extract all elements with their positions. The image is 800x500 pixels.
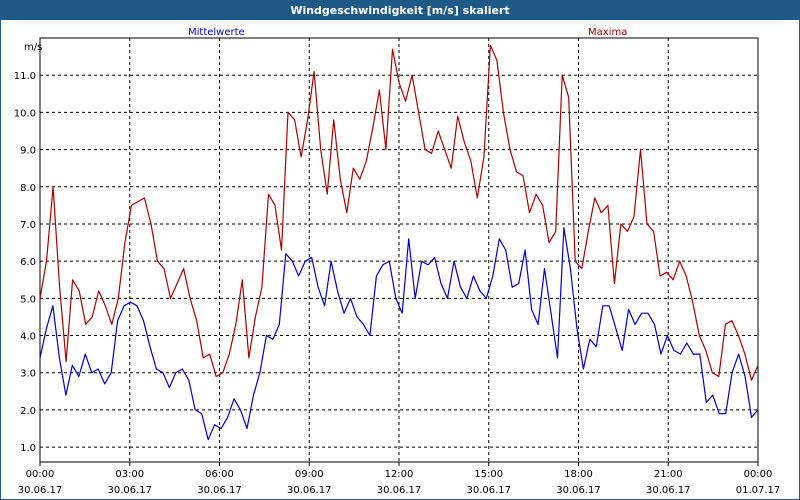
y-tick-label: 10.0 — [14, 108, 36, 119]
x-tick-time-label: 00:00 — [26, 469, 55, 480]
x-tick-time-label: 15:00 — [474, 469, 503, 480]
x-tick-date-label: 30.06.17 — [646, 485, 691, 496]
x-tick-time-label: 12:00 — [385, 469, 414, 480]
y-tick-label: 7.0 — [20, 220, 36, 231]
x-tick-date-label: 30.06.17 — [197, 485, 242, 496]
x-tick-time-label: 06:00 — [205, 469, 234, 480]
x-tick-date-label: 30.06.17 — [287, 485, 332, 496]
x-tick-time-label: 18:00 — [564, 469, 593, 480]
y-tick-label: 11.0 — [14, 71, 36, 82]
plot-frame — [39, 37, 759, 463]
legend-mittelwerte: Mittelwerte — [188, 27, 245, 38]
y-tick-label: 6.0 — [20, 257, 36, 268]
series-line-maxima — [39, 44, 759, 381]
x-tick-date-label: 01.07.17 — [736, 485, 781, 496]
chart-axes: 1.0 2.0 3.0 4.0 5.0 6.0 7.0 8.0 9.0 10.0 11.0 00:00… — [14, 37, 781, 496]
x-tick-time-label: 00:00 — [744, 469, 773, 480]
x-tick-date-label: 30.06.17 — [107, 485, 152, 496]
series-line-mittelwerte — [39, 227, 759, 441]
y-tick-label: 8.0 — [20, 183, 36, 194]
y-tick-label: 5.0 — [20, 294, 36, 305]
x-tick-date-label: 30.06.17 — [556, 485, 601, 496]
legend-maxima: Maxima — [588, 27, 627, 38]
chart-series — [39, 44, 759, 441]
x-tick-time-label: 03:00 — [115, 469, 144, 480]
window-title: Windgeschwindigkeit [m/s] skaliert — [1, 1, 799, 20]
x-tick-date-label: 30.06.17 — [466, 485, 511, 496]
x-tick-time-label: 21:00 — [654, 469, 683, 480]
x-tick-time-label: 09:00 — [295, 469, 324, 480]
x-tick-date-label: 30.06.17 — [18, 485, 63, 496]
x-tick-date-label: 30.06.17 — [377, 485, 422, 496]
y-tick-label: 9.0 — [20, 146, 36, 157]
y-tick-label: 2.0 — [20, 406, 36, 417]
y-tick-label: 1.0 — [20, 443, 36, 454]
chart-grid — [39, 38, 759, 462]
y-tick-label: 4.0 — [20, 332, 36, 343]
y-axis-unit-label: m/s — [24, 42, 42, 53]
y-tick-label: 3.0 — [20, 369, 36, 380]
